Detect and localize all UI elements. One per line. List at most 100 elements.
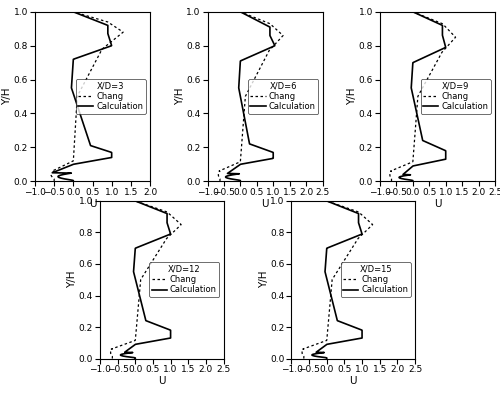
Chang [410,9,416,14]
Chang [246,87,252,92]
Y-axis label: Y/H: Y/H [348,88,358,105]
Calculation [142,203,148,207]
Chang [420,13,426,18]
X-axis label: U: U [158,376,166,386]
Calculation [270,40,276,45]
Line: Calculation: Calculation [52,12,112,181]
Calculation [238,97,244,102]
Calculation [131,271,137,276]
Chang [143,203,149,207]
Calculation [132,199,138,203]
Legend: Chang, Calculation: Chang, Calculation [340,262,411,297]
Chang [70,9,76,14]
Calculation [134,281,140,285]
Line: Calculation: Calculation [312,201,362,359]
Chang [242,98,248,103]
Chang [324,199,330,203]
Calculation [322,271,328,276]
Chang [238,9,244,14]
Calculation [70,179,76,184]
Calculation [131,262,137,267]
Calculation [408,78,414,83]
Calculation [325,281,331,285]
Calculation [80,13,86,18]
Calculation [325,281,331,286]
Calculation [334,203,340,207]
Chang [142,271,148,276]
X-axis label: U: U [350,376,357,386]
Calculation [166,227,172,232]
Chang [248,13,254,18]
Chang [424,78,430,83]
Line: Chang: Chang [302,201,372,359]
Calculation [238,179,244,184]
Chang [388,179,394,184]
Calculation [411,98,417,103]
X-axis label: U: U [261,199,269,208]
Chang [333,271,339,276]
Calculation [408,87,414,92]
Calculation [410,179,416,184]
Chang [138,281,143,285]
Calculation [72,98,78,103]
Chang [250,78,256,83]
Chang [137,281,143,286]
Calculation [132,356,138,361]
Calculation [246,13,252,18]
Legend: Chang, Calculation: Chang, Calculation [76,79,146,114]
Chang [242,97,248,102]
Chang [110,356,116,361]
Y-axis label: Y/H: Y/H [259,271,269,288]
Calculation [69,87,75,92]
Y-axis label: Y/H: Y/H [2,88,12,105]
X-axis label: U: U [434,199,442,208]
Line: Calculation: Calculation [120,201,170,359]
Line: Calculation: Calculation [399,12,446,181]
Chang [448,40,454,45]
Legend: Chang, Calculation: Chang, Calculation [420,79,491,114]
Chang [173,227,179,232]
Chang [217,179,223,184]
Chang [147,262,153,267]
Calculation [69,78,75,83]
Calculation [238,9,244,14]
Chang [274,40,280,45]
Legend: Chang, Calculation: Chang, Calculation [248,79,318,114]
Chang [414,97,420,102]
Line: Chang: Chang [110,201,181,359]
Chang [84,13,90,18]
Line: Chang: Chang [390,12,456,181]
Y-axis label: Y/H: Y/H [175,88,185,105]
Line: Chang: Chang [51,12,123,181]
Chang [364,227,370,232]
Calculation [238,98,244,103]
Calculation [322,262,328,267]
Calculation [108,40,114,45]
Calculation [411,97,417,102]
Calculation [324,356,330,361]
Line: Chang: Chang [218,12,283,181]
Calculation [72,97,78,102]
Calculation [236,87,242,92]
Chang [78,87,84,92]
Calculation [358,227,364,232]
Calculation [410,9,416,14]
Chang [418,87,424,92]
Calculation [70,9,76,14]
Chang [74,97,80,102]
Chang [328,281,334,286]
Chang [132,199,138,203]
Chang [74,98,80,103]
Chang [329,281,335,285]
Chang [82,78,88,83]
Chang [338,262,344,267]
Chang [51,179,57,184]
Calculation [418,13,424,18]
Chang [414,98,420,103]
Calculation [324,199,330,203]
Calculation [236,78,242,83]
Calculation [442,40,448,45]
Legend: Chang, Calculation: Chang, Calculation [149,262,220,297]
Chang [334,203,340,207]
Line: Calculation: Calculation [226,12,274,181]
